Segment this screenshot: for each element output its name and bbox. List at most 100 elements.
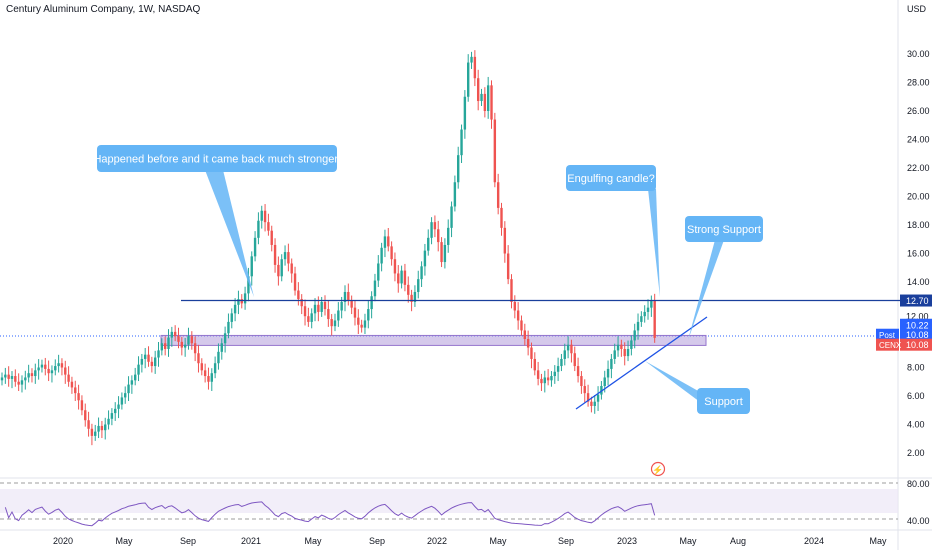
candle-body	[160, 343, 164, 351]
candle-body	[560, 358, 563, 367]
candle-body	[493, 119, 497, 183]
time-tick-label: 2020	[53, 536, 73, 546]
price-axis[interactable]: USD 30.00 28.00 26.00 24.00 22.00 20.00 18.00 16…	[876, 4, 932, 526]
callout-engulfing-pointer	[648, 189, 660, 297]
time-axis[interactable]: 2020 May Sep 2021 May Sep 2022 May Sep 2023 May Aug…	[53, 536, 887, 546]
price-badge	[900, 294, 932, 307]
candle-body	[303, 306, 307, 317]
price-tick-label: 26.00	[907, 106, 930, 116]
currency-label: USD	[907, 4, 927, 14]
candle-body	[260, 210, 263, 221]
candle-body	[573, 353, 576, 367]
candle-body	[440, 242, 443, 263]
candle-body	[650, 300, 653, 308]
candle-body	[187, 336, 190, 345]
candle-body	[120, 397, 124, 405]
candle-body	[243, 293, 247, 304]
candle-body	[506, 253, 510, 280]
candle-body	[533, 358, 536, 371]
candle-body	[247, 276, 250, 294]
candle-body	[140, 358, 144, 365]
support-zone-layer	[160, 334, 707, 346]
candle-body	[433, 222, 437, 230]
callout-engulfing-text: Engulfing candle?	[567, 173, 654, 185]
candle-body	[566, 344, 570, 351]
rsi-tick-label: 80.00	[907, 479, 930, 489]
candle-body	[633, 330, 636, 341]
price-badge-value: 10.08	[906, 340, 929, 350]
candle-body	[17, 381, 20, 385]
candle-body	[620, 344, 623, 349]
candle-body	[217, 351, 220, 364]
candle-body	[427, 237, 430, 251]
candle-body	[137, 364, 140, 375]
candle-body	[134, 374, 137, 381]
candle-body	[373, 280, 377, 297]
callout-support: Support	[645, 361, 750, 414]
price-tag-label: CENX	[879, 341, 902, 350]
price-tag-label: Post	[879, 331, 896, 340]
candle-body	[636, 321, 640, 331]
candle-body	[596, 394, 600, 402]
candle-body	[526, 339, 530, 348]
time-tick-label: 2023	[617, 536, 637, 546]
candle-body	[357, 317, 360, 325]
candle-body	[0, 377, 4, 381]
candle-body	[200, 363, 203, 371]
callout-happened-before-text: Happened before and it came back much st…	[93, 154, 340, 166]
candle-body	[67, 374, 70, 382]
candle-body	[463, 96, 467, 130]
candle-body	[457, 155, 460, 183]
candle-body	[423, 250, 427, 267]
candle-body	[104, 424, 107, 431]
candle-body	[94, 431, 97, 436]
time-tick-label: May	[679, 536, 697, 546]
candle-body	[50, 370, 54, 374]
candle-body	[60, 363, 64, 368]
candle-body	[267, 222, 270, 231]
candle-body	[410, 294, 413, 302]
candle-body	[603, 377, 606, 387]
candle-body	[383, 236, 387, 248]
price-tick-label: 24.00	[907, 135, 930, 145]
price-tick-label: 28.00	[907, 78, 930, 88]
candle-body	[277, 264, 280, 277]
candle-body	[510, 279, 513, 302]
candle-body	[163, 343, 167, 349]
price-badge	[900, 318, 932, 331]
candle-body	[307, 316, 310, 322]
candle-body	[40, 364, 44, 368]
candle-body	[263, 210, 267, 223]
candle-body	[437, 229, 440, 243]
candle-body	[237, 299, 240, 305]
price-badge	[900, 338, 932, 351]
candle-body	[340, 301, 343, 311]
candle-body	[117, 404, 120, 409]
candle-body	[343, 291, 347, 302]
candle-body	[124, 393, 127, 398]
candle-body	[646, 307, 650, 312]
candle-body	[20, 380, 24, 385]
candle-body	[337, 310, 340, 321]
candle-body	[77, 393, 80, 401]
candle-body	[523, 330, 527, 339]
candle-body	[536, 370, 540, 379]
candle-body	[130, 380, 134, 385]
time-tick-label: May	[115, 536, 133, 546]
price-tick-label: 20.00	[907, 192, 930, 202]
support-trendline	[575, 316, 708, 410]
candle-body	[516, 310, 520, 321]
candle-body	[287, 252, 290, 264]
candle-body	[610, 358, 613, 369]
price-badge-value: 12.70	[906, 296, 929, 306]
time-tick-label: 2022	[427, 536, 447, 546]
candle-body	[530, 347, 533, 359]
price-tick-label: 14.00	[907, 277, 930, 287]
candle-body	[197, 353, 200, 364]
candle-body	[297, 290, 300, 300]
price-tick-label: 22.00	[907, 163, 930, 173]
candle-body	[317, 304, 320, 312]
candle-body	[10, 376, 14, 379]
candle-body	[407, 284, 410, 295]
